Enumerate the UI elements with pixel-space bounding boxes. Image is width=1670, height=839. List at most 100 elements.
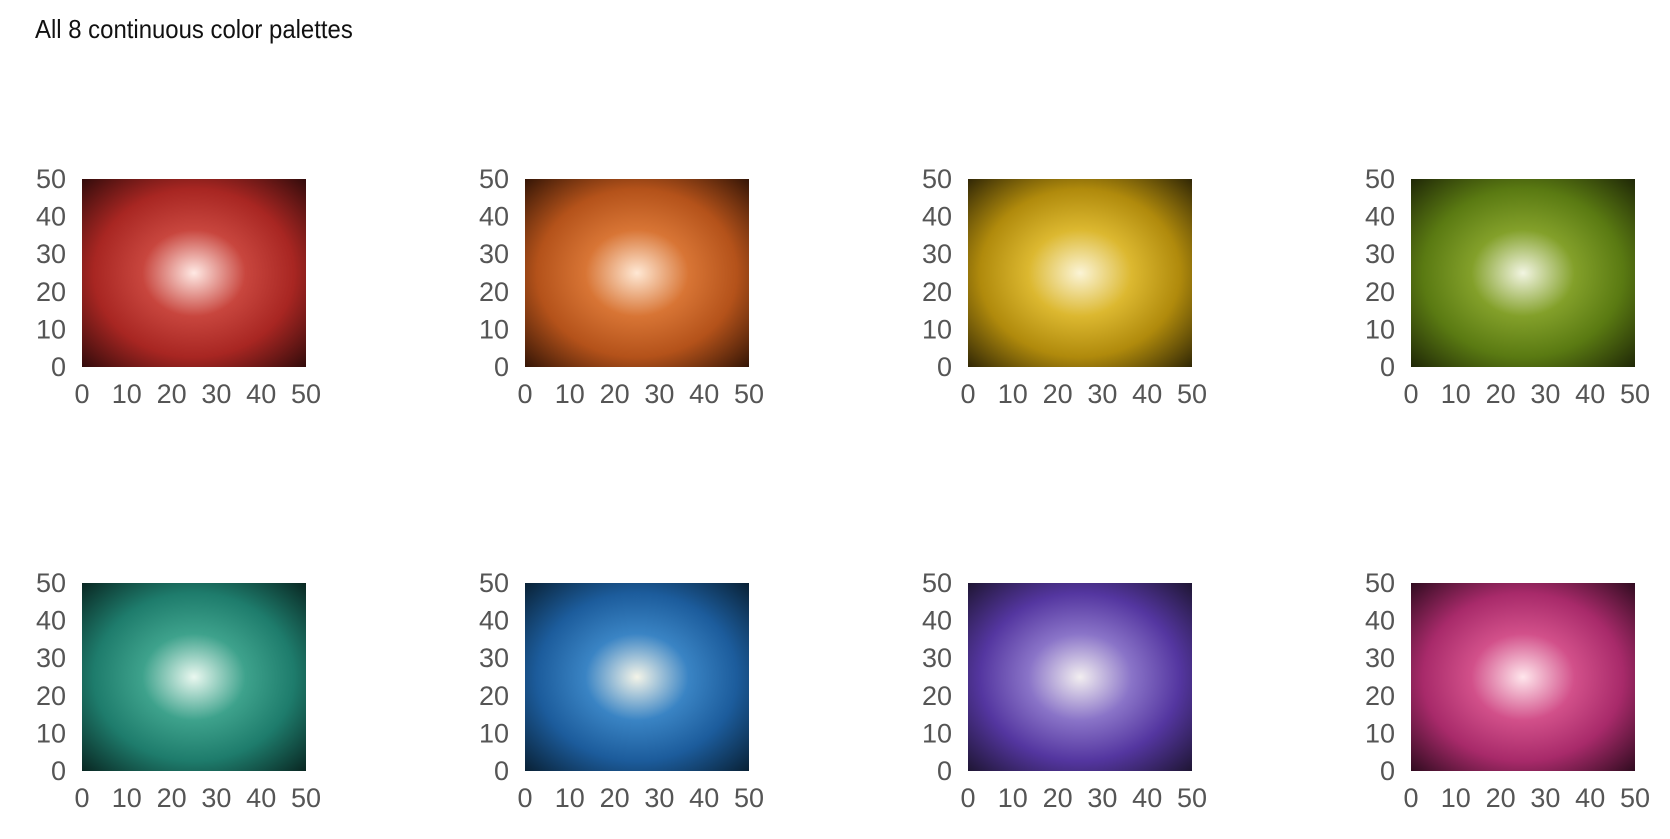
x-tick-label: 50: [291, 783, 321, 813]
y-tick-label: 20: [36, 277, 66, 307]
x-tick-label: 0: [517, 783, 532, 813]
x-tick-label: 20: [157, 783, 187, 813]
y-tick-label: 0: [937, 756, 952, 786]
y-tick-label: 20: [479, 277, 509, 307]
x-tick-label: 50: [1620, 379, 1650, 409]
x-tick-label: 30: [1530, 379, 1560, 409]
y-tick-label: 50: [1365, 164, 1395, 194]
y-tick-label: 40: [1365, 202, 1395, 232]
y-tick-label: 20: [922, 681, 952, 711]
x-tick-label: 30: [1087, 379, 1117, 409]
x-tick-label: 30: [644, 783, 674, 813]
x-tick-label: 50: [734, 379, 764, 409]
y-tick-label: 30: [922, 643, 952, 673]
x-tick-label: 10: [1441, 379, 1471, 409]
x-tick-label: 20: [1486, 379, 1516, 409]
heatmap-cells-purple: [968, 583, 1192, 771]
y-tick-label: 40: [479, 202, 509, 232]
x-tick-label: 40: [1575, 379, 1605, 409]
x-tick-label: 30: [201, 783, 231, 813]
x-tick-label: 0: [74, 783, 89, 813]
x-tick-label: 0: [74, 379, 89, 409]
heatmap-cells-teal: [82, 583, 306, 771]
y-tick-label: 10: [922, 314, 952, 344]
y-tick-label: 0: [1380, 756, 1395, 786]
y-tick-label: 50: [479, 164, 509, 194]
heatmap-panel-orange: 0 10 20 30 40 50 0 10 20 30 40 50: [479, 164, 764, 409]
heatmap-panel-blue: 0 10 20 30 40 50 0 10 20 30 40 50: [479, 568, 764, 813]
y-tick-label: 50: [922, 568, 952, 598]
heatmap-cells-pink: [1411, 583, 1635, 771]
x-tick-label: 30: [1087, 783, 1117, 813]
y-tick-label: 10: [1365, 718, 1395, 748]
y-tick-label: 10: [479, 718, 509, 748]
y-tick-label: 20: [36, 681, 66, 711]
y-tick-label: 50: [36, 164, 66, 194]
y-tick-label: 10: [479, 314, 509, 344]
x-tick-label: 10: [998, 783, 1028, 813]
y-tick-label: 20: [1365, 277, 1395, 307]
y-tick-label: 0: [494, 756, 509, 786]
y-tick-label: 0: [1380, 352, 1395, 382]
y-tick-label: 20: [922, 277, 952, 307]
heatmap-panel-green: 0 10 20 30 40 50 0 10 20 30 40 50: [1365, 164, 1650, 409]
x-tick-label: 20: [1043, 783, 1073, 813]
y-tick-label: 30: [922, 239, 952, 269]
heatmap-panel-teal: 0 10 20 30 40 50 0 10 20 30 40 50: [36, 568, 321, 813]
x-tick-label: 20: [600, 783, 630, 813]
x-tick-label: 40: [246, 379, 276, 409]
y-tick-label: 50: [36, 568, 66, 598]
y-tick-label: 40: [36, 202, 66, 232]
figure-title: All 8 continuous color palettes: [35, 14, 353, 44]
x-tick-label: 0: [960, 783, 975, 813]
x-tick-label: 40: [246, 783, 276, 813]
x-tick-label: 0: [960, 379, 975, 409]
y-tick-label: 50: [922, 164, 952, 194]
y-tick-label: 0: [494, 352, 509, 382]
y-tick-label: 50: [1365, 568, 1395, 598]
heatmap-cells-yellow: [968, 179, 1192, 367]
x-tick-label: 30: [201, 379, 231, 409]
x-tick-label: 20: [600, 379, 630, 409]
y-tick-label: 30: [479, 643, 509, 673]
x-tick-label: 40: [689, 379, 719, 409]
y-tick-label: 40: [36, 606, 66, 636]
x-tick-label: 30: [644, 379, 674, 409]
y-tick-label: 40: [922, 202, 952, 232]
x-tick-label: 0: [517, 379, 532, 409]
y-tick-label: 0: [51, 756, 66, 786]
y-tick-label: 10: [1365, 314, 1395, 344]
y-tick-label: 10: [36, 314, 66, 344]
x-tick-label: 50: [1177, 783, 1207, 813]
x-tick-label: 40: [1575, 783, 1605, 813]
x-tick-label: 20: [1043, 379, 1073, 409]
heatmap-panel-yellow: 0 10 20 30 40 50 0 10 20 30 40 50: [922, 164, 1207, 409]
x-tick-label: 10: [112, 783, 142, 813]
y-tick-label: 40: [922, 606, 952, 636]
x-tick-label: 50: [1620, 783, 1650, 813]
y-tick-label: 30: [1365, 239, 1395, 269]
heatmap-cells-red: [82, 179, 306, 367]
y-tick-label: 50: [479, 568, 509, 598]
x-tick-label: 40: [1132, 783, 1162, 813]
heatmap-cells-blue: [525, 583, 749, 771]
y-tick-label: 30: [1365, 643, 1395, 673]
y-tick-label: 30: [36, 643, 66, 673]
x-tick-label: 10: [555, 783, 585, 813]
y-tick-label: 0: [937, 352, 952, 382]
y-tick-label: 40: [1365, 606, 1395, 636]
x-tick-label: 50: [291, 379, 321, 409]
y-tick-label: 30: [479, 239, 509, 269]
x-tick-label: 10: [998, 379, 1028, 409]
x-tick-label: 20: [157, 379, 187, 409]
y-tick-label: 0: [51, 352, 66, 382]
x-tick-label: 10: [112, 379, 142, 409]
x-tick-label: 40: [689, 783, 719, 813]
heatmap-cells-orange: [525, 179, 749, 367]
x-tick-label: 0: [1403, 783, 1418, 813]
x-tick-label: 0: [1403, 379, 1418, 409]
y-tick-label: 20: [479, 681, 509, 711]
y-tick-label: 10: [36, 718, 66, 748]
heatmap-panel-purple: 0 10 20 30 40 50 0 10 20 30 40 50: [922, 568, 1207, 813]
heatmap-panel-red: 0 10 20 30 40 50 0 10 20 30 40 50: [36, 164, 321, 409]
